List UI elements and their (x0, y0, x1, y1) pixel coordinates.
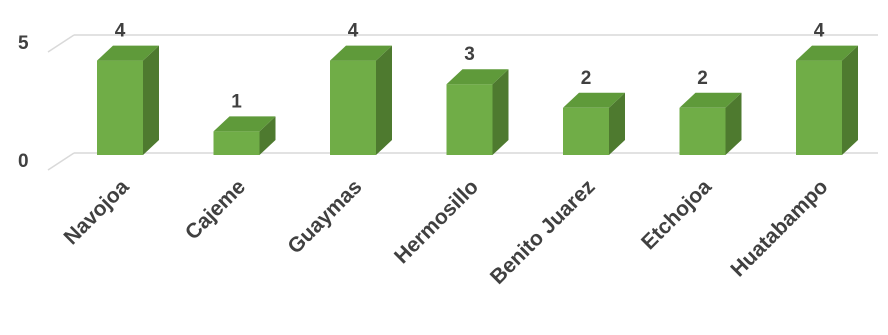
bars-layer (97, 45, 858, 155)
bar-side-face (376, 45, 392, 155)
bar-front-face (213, 131, 260, 155)
category-label: Hermosillo (390, 175, 483, 268)
bar-front-face (796, 60, 842, 155)
gridline-side (47, 152, 75, 171)
category-label: Etchojoa (637, 175, 716, 254)
bar (97, 45, 159, 155)
category-label: Benito Juarez (486, 175, 600, 289)
data-labels-layer: 4 1 4 3 2 2 4 (115, 21, 825, 113)
data-label: 4 (348, 21, 359, 42)
bar-top-face (213, 116, 276, 132)
bar-front-face (97, 60, 143, 155)
gridline-side (47, 34, 75, 53)
data-label: 1 (231, 91, 242, 112)
category-labels-layer: Navojoa Cajeme Guaymas Hermosillo Benito Jua… (59, 175, 832, 289)
bar-top-face (97, 45, 159, 61)
bar (679, 92, 742, 155)
bar-top-face (679, 92, 742, 108)
data-label: 4 (814, 21, 825, 42)
bar (796, 45, 858, 155)
bar (446, 69, 509, 155)
category-label: Guaymas (283, 175, 366, 258)
bar-front-face (563, 107, 609, 155)
bar-top-face (796, 45, 858, 61)
bar-side-face (609, 92, 625, 155)
data-label: 3 (464, 44, 475, 65)
bar-front-face (679, 107, 726, 155)
category-label: Huatabampo (726, 175, 832, 281)
bar-front-face (330, 60, 376, 155)
data-label: 2 (581, 68, 592, 89)
bar-top-face (330, 45, 392, 61)
bar-side-face (492, 69, 509, 155)
bar-front-face (446, 84, 493, 155)
category-label: Navojoa (59, 175, 133, 249)
bar-side-face (842, 45, 858, 155)
y-tick-label: 0 (18, 151, 29, 172)
data-label: 2 (697, 68, 708, 89)
category-label: Cajeme (181, 175, 250, 244)
y-tick-label: 5 (18, 33, 29, 54)
data-label: 4 (115, 21, 126, 42)
bar-side-face (725, 92, 742, 155)
bar (213, 116, 276, 155)
bar-top-face (446, 69, 509, 85)
bar (330, 45, 392, 155)
bar (563, 92, 625, 155)
bar-top-face (563, 92, 625, 108)
bar-side-face (143, 45, 159, 155)
bar-side-face (259, 116, 276, 155)
